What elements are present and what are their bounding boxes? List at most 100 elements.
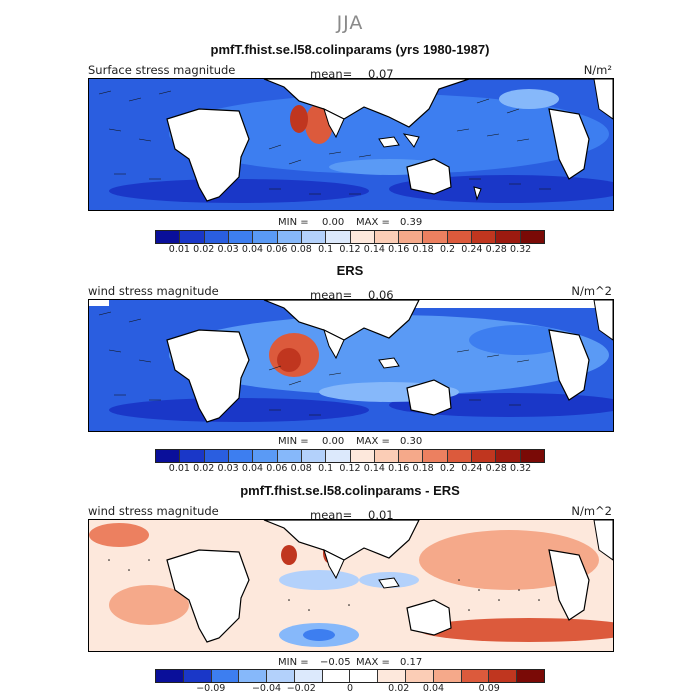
colorbar-tick: 0.04: [241, 463, 264, 474]
colorbar-swatch: [204, 231, 229, 243]
panel-2-map-svg: [89, 300, 613, 431]
colorbar-swatch: [399, 231, 424, 243]
colorbar-tick: 0.16: [388, 463, 410, 474]
panel-3-map: [88, 519, 614, 652]
panel-1-map: [88, 78, 614, 211]
colorbar-tick: 0.09: [478, 683, 500, 694]
panel-2-colorbar-swatches: [155, 449, 545, 463]
colorbar-tick: 0.16: [388, 244, 410, 255]
colorbar-swatch: [326, 231, 351, 243]
panel-1-units: N/m²: [583, 63, 612, 77]
colorbar-swatch: [447, 450, 473, 462]
colorbar-swatch: [239, 670, 268, 682]
colorbar-swatch: [496, 231, 521, 243]
colorbar-swatch: [461, 670, 490, 682]
colorbar-tick: 0.18: [412, 463, 434, 474]
panel-3-max-value: 0.17: [400, 657, 423, 668]
colorbar-swatch: [520, 231, 544, 243]
colorbar-swatch: [294, 670, 323, 682]
colorbar-tick: 0.1: [318, 244, 334, 255]
panel-2-title: ERS: [336, 263, 364, 278]
colorbar-swatch: [489, 670, 518, 682]
colorbar-tick: 0.2: [439, 463, 456, 474]
panel-3-mean-label: mean=: [310, 508, 353, 522]
panel-1-variable: Surface stress magnitude: [88, 63, 236, 77]
colorbar-tick: 0.12: [339, 244, 361, 255]
colorbar-tick: −0.09: [196, 683, 226, 694]
colorbar-tick: −0.02: [286, 683, 316, 694]
panel-2-colorbar-ticks: 0.01 0.02 0.03 0.04 0.06 0.08 0.1 0.12 0…: [155, 463, 545, 475]
panel-3-max-label: MAX =: [356, 657, 390, 668]
colorbar-tick: 0.18: [412, 244, 434, 255]
panel-2-map: [88, 299, 614, 432]
colorbar-tick: 0.32: [510, 244, 532, 255]
colorbar-swatch: [253, 231, 278, 243]
panel-2-max-label: MAX =: [356, 436, 390, 447]
panel-2-min-label: MIN =: [278, 436, 309, 447]
colorbar-swatch: [301, 450, 327, 462]
colorbar-swatch: [378, 670, 407, 682]
panel-2-mean-value: 0.06: [368, 288, 394, 302]
colorbar-tick: 0.24: [461, 463, 483, 474]
panel-1-max-value: 0.39: [400, 217, 423, 228]
panel-1-mean-label: mean=: [310, 67, 353, 81]
colorbar-tick: 0.2: [439, 244, 456, 255]
colorbar-swatch: [322, 670, 351, 682]
panel-1-colorbar: 0.01 0.02 0.03 0.04 0.06 0.08 0.1 0.12 0…: [155, 230, 545, 256]
season-label: JJA: [336, 12, 364, 34]
colorbar-tick: 0.32: [510, 463, 532, 474]
colorbar-tick: 0.04: [422, 683, 445, 694]
colorbar-tick: −0.04: [251, 683, 282, 694]
colorbar-swatch: [277, 231, 302, 243]
colorbar-tick: 0.14: [363, 244, 385, 255]
panel-3-colorbar: −0.09 −0.04 −0.02 0 0.02 0.04 0.09: [155, 669, 545, 695]
colorbar-tick: 0.02: [388, 683, 410, 694]
panel-3-variable: wind stress magnitude: [88, 504, 219, 518]
panel-1-map-svg: [89, 79, 613, 210]
colorbar-tick: 0: [346, 683, 354, 694]
colorbar-swatch: [520, 450, 544, 462]
panel-1-colorbar-ticks: 0.01 0.02 0.03 0.04 0.06 0.08 0.1 0.12 0…: [155, 244, 545, 256]
colorbar-tick: 0.01: [168, 244, 190, 255]
colorbar-swatch: [517, 670, 544, 682]
colorbar-tick: 0.1: [318, 463, 334, 474]
colorbar-tick: 0.14: [363, 463, 385, 474]
colorbar-swatch: [211, 670, 240, 682]
panel-2-max-value: 0.30: [400, 436, 423, 447]
panel-1-colorbar-swatches: [155, 230, 545, 244]
colorbar-swatch: [253, 450, 278, 462]
colorbar-swatch: [423, 231, 448, 243]
panel-1-mean-value: 0.07: [368, 67, 394, 81]
panel-2-min-value: 0.00: [322, 436, 345, 447]
panel-1-title: pmfT.fhist.se.l58.colinparams (yrs 1980-…: [210, 42, 490, 57]
colorbar-swatch: [277, 450, 302, 462]
colorbar-swatch: [183, 670, 212, 682]
colorbar-tick: 0.04: [241, 244, 264, 255]
panel-3-title: pmfT.fhist.se.l58.colinparams - ERS: [240, 483, 460, 498]
colorbar-swatch: [472, 231, 497, 243]
panel-3-min-value: −0.05: [320, 657, 351, 668]
colorbar-swatch: [267, 670, 295, 682]
colorbar-tick: 0.02: [193, 463, 215, 474]
panel-3-min-label: MIN =: [278, 657, 309, 668]
colorbar-swatch: [180, 231, 205, 243]
colorbar-tick: 0.03: [217, 244, 239, 255]
colorbar-swatch: [326, 450, 351, 462]
colorbar-tick: 0.06: [266, 244, 288, 255]
colorbar-tick: 0.03: [217, 463, 239, 474]
panel-2-variable: wind stress magnitude: [88, 284, 219, 298]
colorbar-swatch: [350, 231, 375, 243]
panel-3-colorbar-swatches: [155, 669, 545, 683]
colorbar-tick: 0.12: [339, 463, 361, 474]
colorbar-tick: 0.28: [485, 463, 507, 474]
colorbar-tick: 0.08: [290, 244, 312, 255]
colorbar-swatch: [301, 231, 327, 243]
panel-2-colorbar: 0.01 0.02 0.03 0.04 0.06 0.08 0.1 0.12 0…: [155, 449, 545, 475]
colorbar-swatch: [374, 450, 400, 462]
panel-2-mean-label: mean=: [310, 288, 353, 302]
panel-1-min-label: MIN =: [278, 217, 309, 228]
colorbar-swatch: [156, 231, 181, 243]
colorbar-tick: 0.06: [266, 463, 288, 474]
colorbar-tick: 0.08: [290, 463, 312, 474]
colorbar-swatch: [423, 450, 448, 462]
